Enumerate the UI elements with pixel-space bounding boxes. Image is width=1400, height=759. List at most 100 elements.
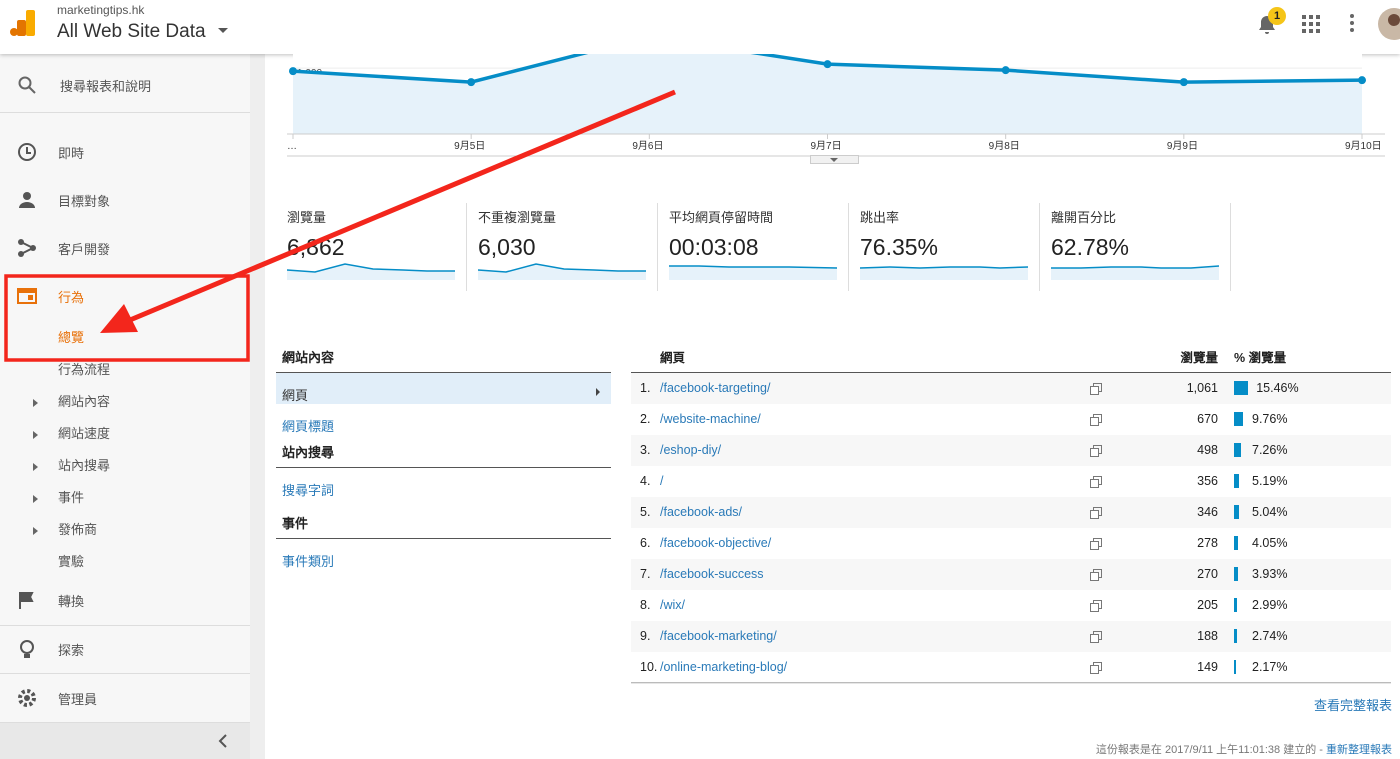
page-link[interactable]: /facebook-marketing/ (660, 629, 777, 643)
open-icon[interactable] (1090, 568, 1102, 586)
percent: 2.17% (1252, 660, 1288, 674)
nav-icon[interactable] (17, 590, 37, 615)
account[interactable]: marketingtips.hk (57, 3, 145, 17)
rule (631, 682, 1391, 683)
nav-item[interactable]: 總覽 (58, 330, 85, 345)
rank: 9. (640, 629, 651, 643)
nav-item[interactable]: 管理員 (58, 692, 98, 707)
metric-label: 離開百分比 (1051, 210, 1117, 225)
page-link[interactable]: /online-marketing-blog/ (660, 660, 788, 674)
views: 188 (1197, 629, 1218, 643)
nav-icon[interactable] (17, 142, 37, 167)
nav-item[interactable]: 即時 (58, 146, 85, 161)
open-icon[interactable] (1090, 537, 1102, 555)
page-link[interactable]: /facebook-objective/ (660, 536, 772, 550)
search-icon[interactable] (18, 76, 36, 94)
nav-icon[interactable] (17, 238, 37, 263)
full-report-link[interactable]: 查看完整報表 (1313, 698, 1392, 713)
nav-item[interactable]: 客戶開發 (58, 242, 111, 257)
expander[interactable] (33, 490, 39, 508)
nav-link[interactable]: 事件類別 (282, 554, 335, 569)
x-tick-label: 9月6日 (632, 140, 663, 152)
expander[interactable] (33, 522, 39, 540)
nav-item[interactable]: 站內搜尋 (58, 458, 111, 473)
metric-value: 6,862 (287, 234, 345, 260)
nav-item[interactable]: 發佈商 (58, 522, 98, 537)
page-link[interactable]: / (660, 474, 664, 488)
metric-label: 不重複瀏覽量 (478, 210, 557, 225)
x-tick-label: 9月9日 (1167, 140, 1198, 152)
chevron[interactable] (596, 383, 601, 401)
nav-item[interactable]: 探索 (58, 643, 85, 658)
nav-icon[interactable] (17, 286, 37, 311)
nav-link[interactable]: 搜尋字詞 (282, 483, 335, 498)
nav-link[interactable]: 網頁標題 (282, 419, 335, 434)
nav-item[interactable]: 轉換 (58, 594, 85, 609)
nav-icon[interactable] (17, 688, 37, 713)
metric-label: 跳出率 (860, 210, 900, 225)
rule (631, 372, 1391, 373)
metric-divider (1039, 203, 1040, 291)
search[interactable]: 搜尋報表和說明 (60, 79, 152, 94)
refresh-link[interactable]: 重新整理報表 (1326, 744, 1392, 756)
nav-icon[interactable] (17, 639, 37, 664)
rank: 2. (640, 412, 651, 426)
row (631, 528, 1391, 560)
open-icon[interactable] (1090, 475, 1102, 493)
metric-label: 瀏覽量 (287, 210, 327, 225)
point (289, 67, 297, 76)
page-link[interactable]: /eshop-diy/ (660, 443, 722, 457)
nav-link[interactable]: 網頁 (282, 388, 309, 403)
views: 270 (1197, 567, 1218, 581)
expander[interactable] (33, 426, 39, 444)
page-link[interactable]: /website-machine/ (660, 412, 761, 426)
apps[interactable] (1302, 15, 1320, 33)
nav-item[interactable]: 行為 (58, 290, 85, 305)
x-tick-label: 9月5日 (454, 140, 485, 152)
metric-divider (848, 203, 849, 291)
nav-item[interactable]: 目標對象 (58, 194, 111, 209)
expander[interactable] (33, 394, 39, 412)
point (1179, 78, 1188, 87)
open-icon[interactable] (1090, 506, 1102, 524)
percent: 2.99% (1252, 598, 1288, 612)
percent-bar (1234, 474, 1239, 488)
sidebar-edge (250, 54, 265, 759)
percent-bar (1234, 660, 1236, 674)
avatar[interactable] (1378, 8, 1400, 40)
page-link[interactable]: /wix/ (660, 598, 685, 612)
point (823, 60, 832, 69)
percent-bar (1234, 443, 1241, 457)
nav-item[interactable]: 網站速度 (58, 426, 111, 441)
badge[interactable]: 1 (1268, 7, 1286, 25)
page-link[interactable]: /facebook-targeting/ (660, 381, 771, 395)
chart-toggle[interactable] (810, 155, 860, 165)
nav-icon[interactable] (17, 190, 37, 215)
caret[interactable] (218, 28, 230, 36)
nav-item[interactable]: 事件 (58, 490, 85, 505)
open-icon[interactable] (1090, 630, 1102, 648)
nav-item[interactable]: 實驗 (58, 554, 85, 569)
metric-label: 平均網頁停留時間 (669, 210, 774, 225)
page-link[interactable]: /facebook-success (660, 567, 764, 581)
row (631, 621, 1391, 653)
nav-item[interactable]: 網站內容 (58, 394, 111, 409)
expander[interactable] (33, 458, 39, 476)
percent-bar (1234, 536, 1238, 550)
property[interactable]: All Web Site Data (57, 21, 206, 42)
open-icon[interactable] (1090, 444, 1102, 462)
page-link[interactable]: /facebook-ads/ (660, 505, 742, 519)
percent-bar (1234, 598, 1237, 612)
nav-item[interactable]: 行為流程 (58, 362, 111, 377)
percent-bar (1234, 629, 1237, 643)
rank: 6. (640, 536, 651, 550)
open-icon[interactable] (1090, 382, 1102, 400)
nav-heading: 站內搜尋 (282, 445, 335, 460)
more[interactable] (1348, 13, 1356, 35)
open-icon[interactable] (1090, 413, 1102, 431)
collapse[interactable] (218, 734, 228, 753)
metric-divider (1230, 203, 1231, 291)
open-icon[interactable] (1090, 599, 1102, 617)
open-icon[interactable] (1090, 661, 1102, 679)
percent: 3.93% (1252, 567, 1288, 581)
